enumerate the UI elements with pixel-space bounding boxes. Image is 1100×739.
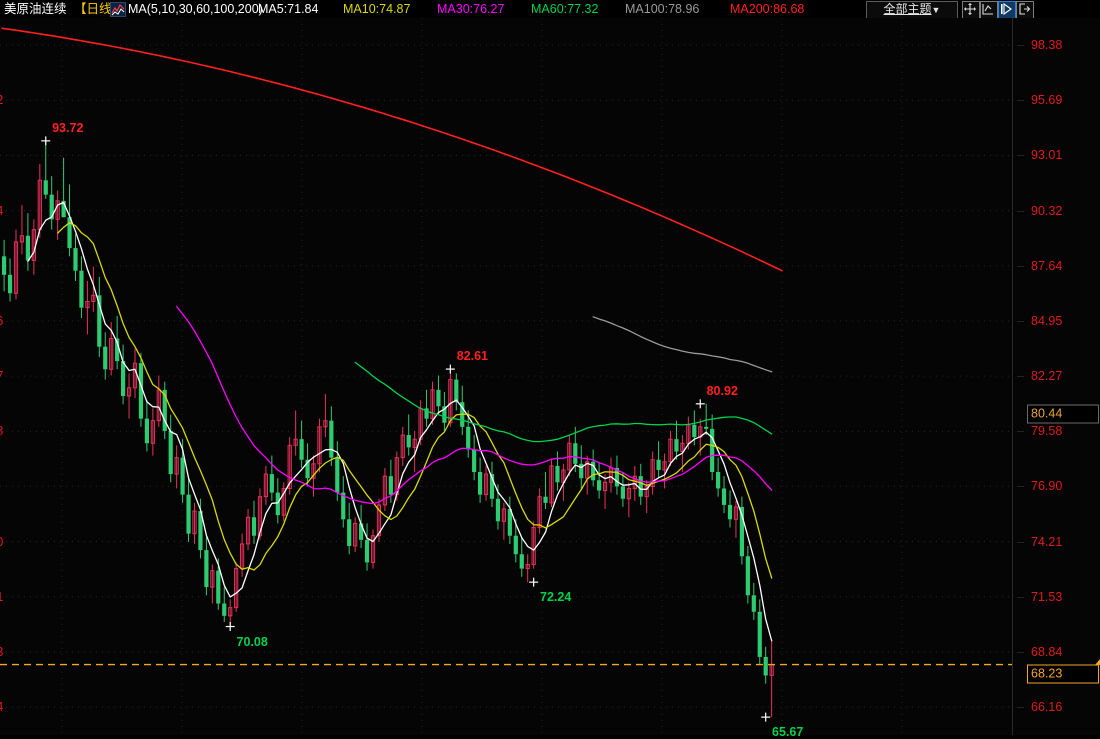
left-edge-price-tick: 7 [0,369,3,383]
left-edge-price-tick: 6 [0,314,3,328]
last-price-arrow-icon [1095,658,1100,665]
theme-select-dropdown[interactable]: 全部主题▼ [866,1,958,19]
measure-tool-button[interactable] [980,1,998,19]
chart-header-bar: 美原油连续 【日线】 MA(5,10,30,60,100,200) MA5:71… [0,0,1100,19]
price-tick-label: 93.01 [1031,148,1063,163]
exit-tool-button[interactable] [1016,1,1034,19]
left-edge-price-tick: 4 [0,700,3,714]
price-tick-mark [1017,265,1024,267]
symbol-name: 美原油连续 [4,2,67,16]
left-edge-price-tick: 4 [0,204,3,218]
ma200-value: MA200:86.68 [730,2,805,16]
price-tick-mark [1017,100,1024,102]
price-tick-mark [1017,431,1024,433]
price-tick-mark [1017,45,1024,47]
price-tick-mark [1017,155,1024,157]
price-tick-mark [1017,707,1024,709]
chevron-down-icon: ▼ [931,5,941,15]
price-tick-label: 95.69 [1031,93,1063,108]
price-tick-mark [1017,321,1024,323]
crosshair-tool-button[interactable] [962,1,980,19]
price-annotation-70-08: 70.08 [236,634,268,649]
price-tick-label: 74.21 [1031,534,1063,549]
left-edge-price-tick: 3 [0,645,3,659]
price-tick-mark [1017,486,1024,488]
price-tick-label: 71.53 [1031,589,1063,604]
playback-tool-button[interactable] [998,1,1016,19]
price-tick-mark [1017,596,1024,598]
last-price-label[interactable]: 68.23 [1027,664,1099,684]
price-chart-plot-area[interactable]: 93.72 82.61 80.92 70.08 72.24 65.67 [0,18,1012,739]
left-edge-price-tick: 8 [0,424,3,438]
price-tick-label: 68.84 [1031,645,1063,659]
cursor-price-label: 80.44 [1027,404,1099,424]
candlestick-canvas [0,18,1012,735]
price-tick-label: 87.64 [1031,258,1063,273]
price-tick-label: 76.90 [1031,479,1063,494]
ma100-value: MA100:78.96 [625,2,700,16]
ma30-value: MA30:76.27 [437,2,505,16]
price-tick-label: 98.38 [1031,38,1063,53]
chart-thumbnail-icon[interactable] [110,2,126,17]
ma60-value: MA60:77.32 [531,2,599,16]
ma5-value: MA5:71.84 [258,2,319,16]
theme-select-label: 全部主题 [883,2,932,16]
price-annotation-80-92: 80.92 [706,383,738,398]
price-tick-label: 82.27 [1031,369,1063,384]
left-edge-price-tick: 1 [0,590,3,604]
left-edge-price-tick: 2 [0,93,3,107]
price-tick-mark [1017,541,1024,543]
price-annotation-82-61: 82.61 [456,349,488,364]
price-annotation-93-72: 93.72 [52,120,84,135]
ma-formula-label: MA(5,10,30,60,100,200) [128,2,263,16]
price-annotation-65-67: 65.67 [772,725,804,739]
price-tick-label: 79.58 [1031,424,1063,439]
ma10-value: MA10:74.87 [343,2,411,16]
price-tick-label: 84.95 [1031,314,1063,329]
price-tick-label: 66.16 [1031,700,1063,715]
price-tick-mark [1017,652,1024,653]
price-tick-mark [1017,376,1024,378]
price-tick-label: 90.32 [1031,203,1063,218]
price-annotation-72-24: 72.24 [540,590,572,605]
price-axis[interactable]: 98.38 95.69 93.01 90.32 87.64 84.95 82.27 79.58… [1012,18,1100,735]
left-edge-price-tick: 0 [0,535,3,549]
price-tick-mark [1017,210,1024,212]
